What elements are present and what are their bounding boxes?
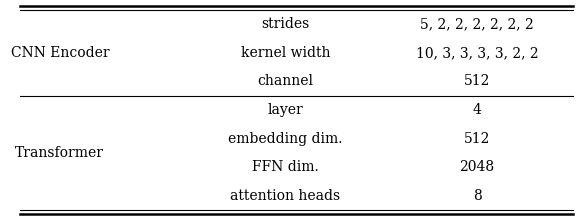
- Text: embedding dim.: embedding dim.: [228, 132, 343, 146]
- Text: 512: 512: [464, 132, 490, 146]
- Text: channel: channel: [258, 74, 313, 88]
- Text: strides: strides: [261, 17, 310, 31]
- Text: FFN dim.: FFN dim.: [252, 160, 319, 174]
- Text: Transformer: Transformer: [15, 146, 104, 160]
- Text: kernel width: kernel width: [241, 46, 330, 60]
- Text: 5, 2, 2, 2, 2, 2, 2: 5, 2, 2, 2, 2, 2, 2: [420, 17, 534, 31]
- Text: 8: 8: [473, 189, 481, 203]
- Text: CNN Encoder: CNN Encoder: [10, 46, 109, 60]
- Text: attention heads: attention heads: [230, 189, 340, 203]
- Text: 4: 4: [473, 103, 481, 117]
- Text: 10, 3, 3, 3, 3, 2, 2: 10, 3, 3, 3, 3, 2, 2: [416, 46, 538, 60]
- Text: layer: layer: [267, 103, 303, 117]
- Text: 2048: 2048: [459, 160, 495, 174]
- Text: 512: 512: [464, 74, 490, 88]
